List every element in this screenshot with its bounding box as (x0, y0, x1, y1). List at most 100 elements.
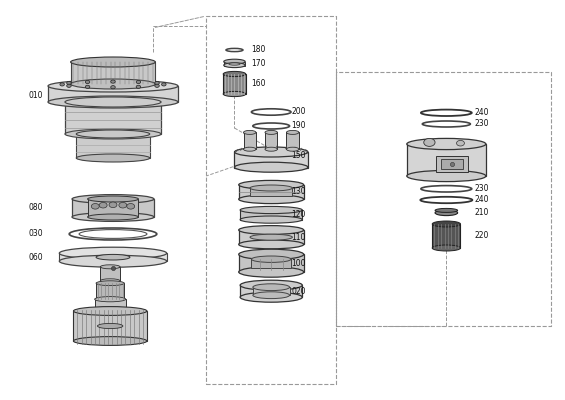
Ellipse shape (435, 210, 458, 216)
Ellipse shape (435, 208, 458, 212)
Circle shape (109, 202, 117, 208)
FancyBboxPatch shape (223, 74, 246, 94)
FancyBboxPatch shape (253, 287, 289, 295)
Circle shape (60, 83, 64, 86)
Ellipse shape (48, 96, 178, 108)
Ellipse shape (253, 284, 289, 290)
Text: 010: 010 (28, 92, 43, 100)
FancyBboxPatch shape (73, 311, 147, 341)
Circle shape (424, 138, 435, 146)
FancyBboxPatch shape (76, 134, 150, 158)
Ellipse shape (240, 280, 302, 290)
Ellipse shape (224, 63, 245, 68)
Ellipse shape (76, 154, 150, 162)
FancyBboxPatch shape (238, 254, 304, 272)
Text: 160: 160 (251, 80, 266, 88)
Ellipse shape (265, 130, 277, 134)
Text: 180: 180 (251, 46, 266, 54)
Text: 240: 240 (475, 108, 489, 117)
Ellipse shape (76, 130, 150, 138)
Ellipse shape (72, 195, 154, 204)
Ellipse shape (65, 97, 161, 107)
FancyBboxPatch shape (234, 152, 308, 168)
FancyBboxPatch shape (88, 199, 138, 217)
Text: 100: 100 (292, 259, 306, 268)
FancyBboxPatch shape (244, 132, 256, 149)
Text: 230: 230 (475, 120, 489, 128)
FancyBboxPatch shape (407, 144, 486, 176)
Circle shape (111, 80, 115, 83)
FancyBboxPatch shape (72, 199, 154, 217)
Text: 130: 130 (292, 188, 306, 196)
Ellipse shape (432, 245, 460, 251)
Circle shape (136, 85, 141, 88)
Circle shape (85, 85, 90, 88)
FancyBboxPatch shape (240, 210, 302, 220)
Ellipse shape (234, 162, 308, 172)
FancyBboxPatch shape (251, 258, 291, 268)
Ellipse shape (251, 256, 291, 262)
FancyBboxPatch shape (238, 185, 304, 199)
Ellipse shape (244, 147, 256, 151)
Ellipse shape (72, 213, 154, 222)
Ellipse shape (286, 147, 299, 151)
Ellipse shape (224, 59, 245, 64)
Ellipse shape (238, 195, 304, 204)
Ellipse shape (96, 281, 124, 286)
Circle shape (67, 84, 71, 87)
Text: 210: 210 (475, 208, 489, 217)
Ellipse shape (234, 147, 308, 157)
Ellipse shape (229, 63, 240, 65)
Text: 060: 060 (28, 253, 43, 262)
Ellipse shape (238, 249, 304, 260)
Ellipse shape (238, 267, 304, 277)
Circle shape (162, 83, 166, 86)
Ellipse shape (71, 57, 155, 67)
Text: 110: 110 (292, 233, 306, 242)
FancyBboxPatch shape (250, 188, 293, 196)
Ellipse shape (240, 292, 302, 302)
Ellipse shape (101, 265, 120, 269)
Text: 200: 200 (292, 108, 306, 116)
Ellipse shape (97, 323, 123, 329)
Circle shape (136, 80, 141, 84)
Text: 150: 150 (292, 152, 306, 160)
FancyBboxPatch shape (238, 230, 304, 244)
Ellipse shape (253, 292, 289, 298)
Ellipse shape (101, 279, 120, 283)
Ellipse shape (250, 185, 293, 191)
Ellipse shape (65, 129, 161, 139)
Ellipse shape (240, 216, 302, 223)
Ellipse shape (244, 130, 256, 134)
FancyBboxPatch shape (240, 285, 302, 297)
Text: 030: 030 (28, 230, 43, 238)
Ellipse shape (88, 196, 138, 202)
FancyBboxPatch shape (286, 132, 299, 149)
Ellipse shape (95, 297, 125, 302)
Circle shape (111, 86, 115, 89)
Text: 170: 170 (251, 60, 266, 68)
Ellipse shape (73, 337, 147, 345)
Text: 020: 020 (292, 287, 306, 296)
Ellipse shape (48, 80, 178, 92)
FancyBboxPatch shape (96, 283, 124, 299)
Text: 220: 220 (475, 232, 489, 240)
Ellipse shape (88, 214, 138, 220)
Text: 230: 230 (475, 184, 489, 193)
Ellipse shape (265, 147, 277, 151)
Ellipse shape (71, 79, 155, 89)
FancyBboxPatch shape (265, 132, 277, 149)
FancyBboxPatch shape (71, 62, 155, 84)
FancyBboxPatch shape (437, 156, 468, 172)
FancyBboxPatch shape (65, 102, 161, 134)
Ellipse shape (407, 138, 486, 150)
Ellipse shape (250, 234, 293, 240)
Circle shape (85, 80, 90, 84)
Ellipse shape (238, 240, 304, 249)
Ellipse shape (59, 247, 167, 259)
Text: 240: 240 (475, 196, 489, 204)
Ellipse shape (407, 170, 486, 182)
FancyBboxPatch shape (224, 62, 245, 66)
Circle shape (67, 81, 71, 85)
FancyBboxPatch shape (441, 159, 463, 169)
